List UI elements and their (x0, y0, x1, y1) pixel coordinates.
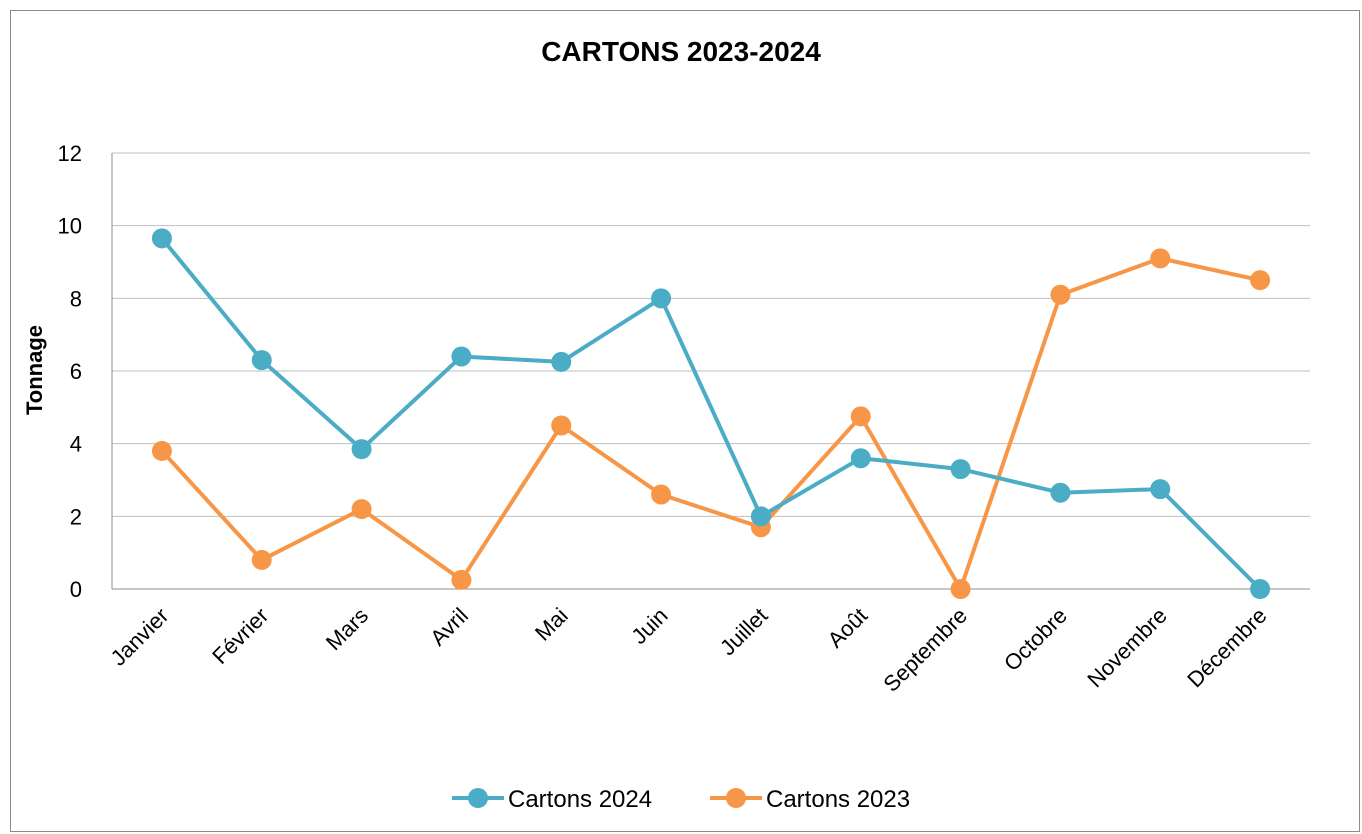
data-point-cartons-2023 (1250, 270, 1271, 291)
data-point-cartons-2023 (1150, 248, 1171, 269)
x-tick-label: Mars (321, 603, 373, 655)
x-tick-label: Août (823, 603, 873, 653)
y-tick-label: 4 (70, 432, 82, 457)
data-point-cartons-2024 (651, 288, 672, 309)
y-tick-label: 0 (70, 577, 82, 602)
data-point-cartons-2024 (1250, 579, 1271, 599)
y-tick-label: 6 (70, 359, 82, 384)
x-tick-label: Février (207, 603, 273, 669)
x-tick-label: Septembre (878, 603, 972, 697)
data-point-cartons-2024 (451, 346, 472, 367)
y-axis-label: Tonnage (22, 325, 47, 415)
legend-swatch-marker-cartons-2023 (726, 788, 746, 808)
data-point-cartons-2023 (351, 499, 372, 520)
series-line-cartons-2023 (160, 256, 1261, 591)
data-point-cartons-2024 (850, 448, 871, 469)
data-point-cartons-2024 (151, 228, 172, 249)
series-line-cartons-2024 (160, 237, 1262, 591)
x-tick-label: Janvier (106, 603, 174, 671)
data-point-cartons-2023 (451, 569, 472, 590)
data-point-cartons-2023 (651, 484, 672, 505)
data-point-cartons-2024 (950, 459, 971, 480)
x-tick-label: Décembre (1182, 603, 1271, 692)
y-axis-ticks: 0 2 4 6 8 10 12 (58, 141, 82, 602)
x-tick-label: Avril (425, 603, 473, 651)
legend: Cartons 2024 Cartons 2023 (452, 786, 910, 813)
y-tick-label: 12 (58, 141, 82, 166)
data-point-cartons-2024 (1050, 482, 1071, 503)
legend-label-cartons-2024: Cartons 2024 (508, 786, 652, 813)
data-point-cartons-2024 (251, 350, 272, 371)
data-point-cartons-2023 (850, 406, 871, 427)
x-tick-label: Juillet (715, 603, 772, 660)
x-axis-ticks: Janvier Février Mars Avril Mai Juin Juillet Aoû… (106, 603, 1272, 697)
data-point-cartons-2023 (1050, 284, 1071, 305)
y-tick-label: 2 (70, 504, 82, 529)
x-tick-label: Juin (626, 603, 672, 649)
legend-swatch-marker-cartons-2024 (468, 788, 488, 808)
data-point-cartons-2023 (950, 579, 971, 599)
data-point-cartons-2024 (551, 351, 572, 372)
data-point-cartons-2024 (1150, 479, 1171, 500)
series-group (151, 228, 1271, 599)
data-point-cartons-2024 (351, 439, 372, 460)
gridlines (111, 152, 1310, 590)
chart-title: CARTONS 2023-2024 (541, 36, 821, 67)
y-tick-label: 8 (70, 286, 82, 311)
y-tick-label: 10 (58, 214, 82, 239)
legend-label-cartons-2023: Cartons 2023 (766, 786, 910, 813)
chart-frame (10, 10, 1360, 832)
x-tick-label: Mai (530, 603, 573, 646)
data-point-cartons-2024 (750, 506, 771, 527)
x-tick-label: Octobre (999, 603, 1072, 676)
data-point-cartons-2023 (151, 440, 172, 461)
x-tick-label: Novembre (1082, 603, 1171, 692)
data-point-cartons-2023 (251, 549, 272, 570)
data-point-cartons-2023 (551, 415, 572, 436)
